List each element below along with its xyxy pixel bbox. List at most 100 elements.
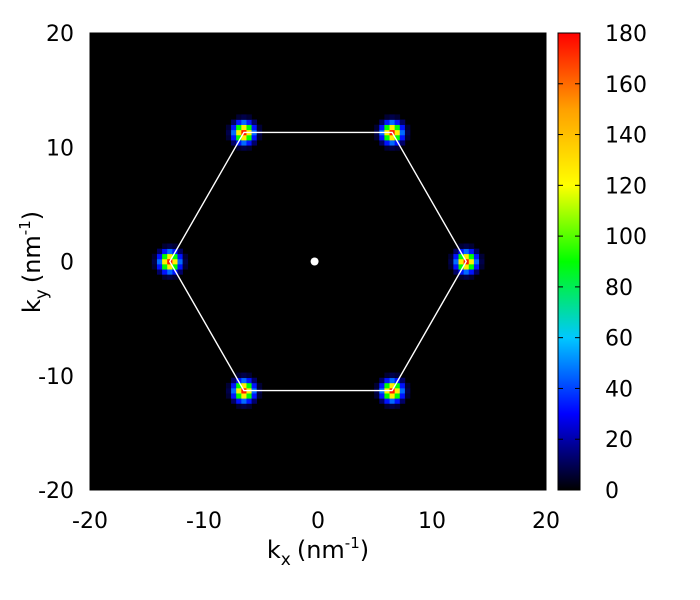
peak-pixel bbox=[162, 274, 168, 280]
peak-pixel bbox=[241, 372, 247, 379]
peak-pixel bbox=[404, 388, 411, 394]
peak-pixel bbox=[231, 382, 237, 389]
peak-pixel bbox=[458, 264, 464, 270]
peak-pixel bbox=[162, 264, 168, 270]
peak-pixel bbox=[156, 269, 163, 275]
peak-pixel bbox=[473, 269, 480, 275]
y-axis-title-sup: -1 bbox=[16, 220, 34, 235]
peak-pixel bbox=[473, 248, 480, 255]
peak-pixel bbox=[246, 145, 252, 151]
peak-pixel bbox=[399, 377, 406, 384]
peak-pixel bbox=[379, 393, 385, 399]
colorbar-tick-label: 40 bbox=[605, 377, 633, 402]
peak-pixel bbox=[453, 269, 459, 275]
peak-pixel bbox=[177, 258, 183, 265]
peak-pixel bbox=[241, 134, 247, 141]
peak-pixel bbox=[404, 134, 411, 141]
peak-pixel bbox=[394, 129, 401, 136]
peak-pixel bbox=[394, 382, 401, 389]
peak-pixel bbox=[236, 124, 242, 131]
peak-pixel bbox=[374, 134, 380, 141]
peak-pixel bbox=[225, 382, 232, 389]
peak-pixel bbox=[177, 253, 183, 260]
peak-pixel bbox=[241, 398, 247, 404]
peak-pixel bbox=[468, 269, 475, 275]
peak-pixel bbox=[236, 129, 242, 136]
peak-pixel bbox=[251, 377, 258, 384]
peak-pixel bbox=[389, 393, 395, 399]
peak-pixel bbox=[399, 124, 406, 131]
peak-pixel bbox=[448, 258, 454, 265]
peak-pixel bbox=[182, 258, 189, 265]
x-tick-label: 10 bbox=[418, 509, 446, 534]
x-tick-label: 20 bbox=[532, 509, 560, 534]
y-tick-label: 20 bbox=[46, 22, 74, 47]
peak-pixel bbox=[231, 393, 237, 399]
peak-pixel bbox=[458, 243, 464, 249]
peak-pixel bbox=[256, 393, 263, 399]
peak-pixel bbox=[468, 248, 475, 255]
peak-pixel bbox=[468, 264, 475, 270]
colorbar-tick-label: 100 bbox=[605, 225, 647, 250]
peak-pixel bbox=[236, 382, 242, 389]
peak-pixel bbox=[379, 134, 385, 141]
peak-pixel bbox=[394, 403, 401, 409]
peak-pixel bbox=[182, 264, 189, 270]
peak-pixel bbox=[384, 382, 390, 389]
peak-pixel bbox=[167, 253, 173, 260]
peak-pixel bbox=[384, 393, 390, 399]
peak-pixel bbox=[379, 124, 385, 131]
peak-pixel bbox=[151, 258, 158, 265]
peak-pixel bbox=[241, 382, 247, 389]
peak-pixel bbox=[246, 114, 252, 120]
peak-pixel bbox=[473, 258, 480, 265]
y-tick-label: -20 bbox=[38, 479, 74, 504]
x-tick-label: -10 bbox=[186, 509, 222, 534]
peak-pixel bbox=[172, 258, 178, 265]
peak-pixel bbox=[468, 258, 475, 265]
peak-pixel bbox=[241, 377, 247, 384]
peak-pixel bbox=[389, 372, 395, 379]
peak-pixel bbox=[246, 377, 252, 384]
peak-pixel bbox=[236, 388, 242, 394]
peak-pixel bbox=[479, 264, 485, 270]
peak-pixel bbox=[404, 129, 411, 136]
peak-pixel bbox=[231, 388, 237, 394]
peak-pixel bbox=[389, 134, 395, 141]
peak-pixel bbox=[246, 398, 252, 404]
peak-pixel bbox=[236, 119, 242, 125]
colorbar-tick-label: 160 bbox=[605, 73, 647, 98]
peak-pixel bbox=[162, 243, 168, 249]
colorbar-tick-label: 120 bbox=[605, 174, 647, 199]
peak-pixel bbox=[246, 372, 252, 379]
peak-pixel bbox=[162, 248, 168, 255]
peak-pixel bbox=[389, 145, 395, 151]
peak-pixel bbox=[256, 382, 263, 389]
y-axis-title: ky (nm-1) bbox=[16, 211, 52, 313]
peak-pixel bbox=[463, 248, 470, 255]
peak-pixel bbox=[448, 264, 454, 270]
peak-pixel bbox=[231, 134, 237, 141]
peak-pixel bbox=[479, 258, 485, 265]
peak-pixel bbox=[251, 134, 258, 141]
y-axis-title-unit: (nm bbox=[18, 235, 46, 283]
peak-pixel bbox=[394, 145, 401, 151]
peak-pixel bbox=[468, 243, 475, 249]
peak-pixel bbox=[177, 269, 183, 275]
peak-pixel bbox=[399, 134, 406, 141]
peak-pixel bbox=[246, 403, 252, 409]
peak-pixel bbox=[246, 382, 252, 389]
peak-pixel bbox=[399, 393, 406, 399]
peak-pixel bbox=[384, 372, 390, 379]
peak-pixel bbox=[384, 124, 390, 131]
peak-pixel bbox=[384, 398, 390, 404]
peak-pixel bbox=[453, 258, 459, 265]
peak-pixel bbox=[399, 129, 406, 136]
peak-pixel bbox=[384, 377, 390, 384]
peak-pixel bbox=[384, 114, 390, 120]
peak-pixel bbox=[236, 398, 242, 404]
peak-pixel bbox=[394, 114, 401, 120]
colorbar-ticks: 0 20 40 60 80 100 120 140 160 180 bbox=[558, 22, 647, 504]
peak-pixel bbox=[394, 372, 401, 379]
